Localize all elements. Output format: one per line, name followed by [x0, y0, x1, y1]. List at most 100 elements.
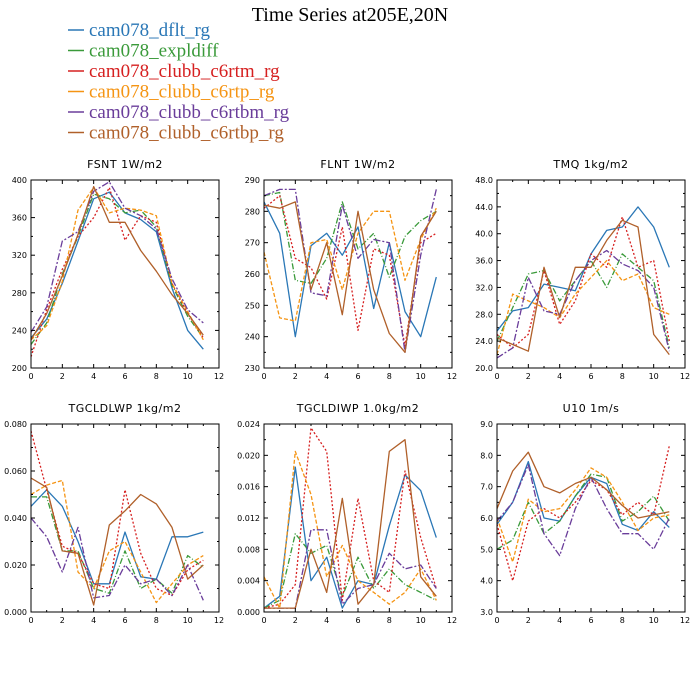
y-tick-label: 0.020 [4, 561, 27, 570]
y-tick-label: 0.040 [4, 514, 27, 523]
series-line-cam078_expldiff [31, 496, 204, 594]
x-tick-label: 2 [526, 372, 531, 381]
chart-panel: FLNT 1W/m2 0 2 4 6 8 10 12 230 240 250 260 270 280 290 [245, 158, 457, 381]
y-tick-label: 4.0 [480, 577, 493, 586]
x-tick-label: 10 [416, 372, 426, 381]
x-tick-label: 10 [649, 372, 659, 381]
series-line-cam078_clubb_c6rtbp_rg [31, 185, 204, 341]
series-line-cam078_clubb_c6rtbm_rg [31, 181, 204, 333]
legend: cam078_dflt_rgcam078_expldiffcam078_club… [68, 20, 290, 144]
figure-title: Time Series at205E,20N [252, 4, 448, 26]
series-line-cam078_clubb_c6rtm_rg [497, 445, 670, 582]
plot-frame [30, 179, 220, 369]
panel-title: TMQ 1kg/m2 [552, 158, 628, 171]
x-tick-label: 12 [447, 372, 457, 381]
legend-label: cam078_clubb_c6rtp_rg [89, 82, 275, 103]
series-line-cam078_expldiff [264, 191, 437, 285]
y-tick-label: 240 [245, 333, 260, 342]
panel-title: U10 1m/s [563, 402, 620, 415]
series-line-cam078_clubb_c6rtp_rg [264, 450, 437, 609]
x-tick-label: 4 [324, 372, 329, 381]
y-tick-label: 400 [12, 176, 27, 185]
x-tick-label: 2 [60, 372, 65, 381]
y-tick-label: 0.000 [237, 608, 260, 617]
y-tick-label: 8.0 [480, 451, 493, 460]
y-tick-label: 5.0 [480, 545, 493, 554]
x-tick-label: 0 [494, 616, 499, 625]
chart-panel: TMQ 1kg/m2 0 2 4 6 8 10 12 20.0 24.0 28.0 32.0 36.0 4… [475, 158, 690, 381]
y-tick-label: 0.000 [4, 608, 27, 617]
x-tick-label: 4 [324, 616, 329, 625]
y-tick-label: 9.0 [480, 420, 493, 429]
series-line-cam078_clubb_c6rtm_rg [264, 195, 437, 347]
legend-label: cam078_clubb_c6rtbp_rg [89, 123, 284, 144]
x-tick-label: 6 [588, 616, 593, 625]
series-group [264, 427, 437, 609]
y-tick-label: 0.008 [237, 545, 260, 554]
y-tick-label: 7.0 [480, 483, 493, 492]
panel-title: FSNT 1W/m2 [87, 158, 163, 171]
series-line-cam078_dflt_rg [31, 191, 204, 350]
y-tick-label: 28.0 [475, 310, 493, 319]
y-tick-label: 44.0 [475, 203, 493, 212]
legend-entry: cam078_expldiff [68, 41, 219, 62]
legend-label: cam078_clubb_c6rtbm_rg [89, 102, 290, 123]
y-tick-label: 0.080 [4, 420, 27, 429]
x-tick-label: 10 [416, 616, 426, 625]
plot-frame [30, 423, 220, 613]
x-tick-label: 12 [214, 616, 224, 625]
x-tick-label: 4 [91, 372, 96, 381]
y-tick-label: 3.0 [480, 608, 493, 617]
x-tick-label: 4 [557, 616, 562, 625]
series-line-cam078_clubb_c6rtbm_rg [31, 517, 204, 601]
x-tick-label: 8 [387, 372, 392, 381]
plot-frame [263, 423, 453, 613]
y-tick-label: 0.024 [237, 420, 260, 429]
legend-entry: cam078_clubb_c6rtm_rg [68, 61, 280, 82]
x-tick-label: 6 [355, 616, 360, 625]
y-tick-label: 0.016 [237, 483, 260, 492]
legend-label: cam078_clubb_c6rtm_rg [89, 61, 280, 82]
series-group [264, 188, 437, 353]
chart-panel: TGCLDIWP 1.0kg/m2 0 2 4 6 8 10 12 0.000 0.004 0.00… [237, 402, 457, 625]
series-group [497, 206, 670, 359]
series-line-cam078_clubb_c6rtbm_rg [497, 464, 670, 557]
series-line-cam078_expldiff [497, 473, 670, 550]
x-tick-label: 8 [387, 616, 392, 625]
x-tick-label: 6 [122, 616, 127, 625]
y-tick-label: 0.060 [4, 467, 27, 476]
x-tick-label: 6 [122, 372, 127, 381]
x-tick-label: 12 [680, 616, 690, 625]
y-tick-label: 230 [245, 364, 260, 373]
y-tick-label: 290 [245, 176, 260, 185]
y-tick-label: 48.0 [475, 176, 493, 185]
chart-panel: TGCLDLWP 1kg/m2 0 2 4 6 8 10 12 0.000 0.020 0.040 0… [4, 402, 224, 625]
panel-title: FLNT 1W/m2 [320, 158, 395, 171]
x-tick-label: 12 [214, 372, 224, 381]
legend-entry: cam078_clubb_c6rtp_rg [68, 82, 275, 103]
series-line-cam078_clubb_c6rtbm_rg [264, 529, 437, 609]
x-tick-label: 2 [526, 616, 531, 625]
y-tick-label: 0.004 [237, 577, 260, 586]
legend-label: cam078_expldiff [89, 41, 219, 62]
plot-frame [263, 179, 453, 369]
panel-title: TGCLDIWP 1.0kg/m2 [296, 402, 420, 415]
y-tick-label: 32.0 [475, 283, 493, 292]
x-tick-label: 8 [154, 372, 159, 381]
series-line-cam078_dflt_rg [31, 489, 204, 585]
x-tick-label: 0 [28, 616, 33, 625]
x-tick-label: 0 [261, 616, 266, 625]
y-tick-label: 320 [12, 251, 27, 260]
x-tick-label: 4 [91, 616, 96, 625]
x-tick-label: 8 [620, 372, 625, 381]
series-line-cam078_clubb_c6rtp_rg [497, 467, 670, 563]
y-tick-label: 24.0 [475, 337, 493, 346]
y-tick-label: 260 [245, 270, 260, 279]
x-tick-label: 4 [557, 372, 562, 381]
series-line-cam078_expldiff [31, 193, 204, 345]
series-line-cam078_clubb_c6rtm_rg [31, 186, 204, 357]
y-tick-label: 280 [12, 289, 27, 298]
series-line-cam078_clubb_c6rtbp_rg [497, 219, 670, 355]
series-line-cam078_clubb_c6rtbp_rg [264, 439, 437, 609]
